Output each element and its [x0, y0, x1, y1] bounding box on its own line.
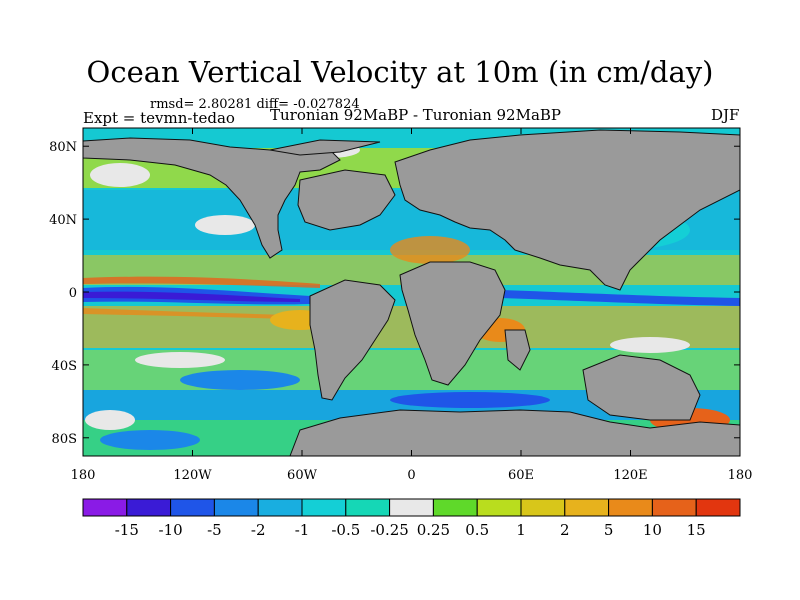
- colorbar-label: 5: [604, 521, 614, 539]
- colorbar-box: [520, 498, 566, 517]
- colorbar-box: [432, 498, 478, 517]
- colorbar-box: [345, 498, 391, 517]
- south-america-land: [309, 279, 396, 401]
- x-tick-label: 120E: [613, 468, 647, 483]
- map-field: [83, 128, 740, 456]
- colorbar-box: [257, 498, 303, 517]
- arctic-land: [269, 139, 381, 156]
- colorbar-label: 0.5: [465, 521, 489, 539]
- season-label: DJF: [711, 106, 740, 124]
- colorbar-box: [476, 498, 522, 517]
- colorbar: -15 -10 -5 -2 -1 -0.5 -0.25 0.25 0.5 1 2 5 10 15: [82, 498, 741, 539]
- field-patch: [90, 163, 150, 187]
- field-patch: [390, 236, 470, 264]
- colorbar-label: 10: [643, 521, 662, 539]
- africa-land: [399, 261, 506, 386]
- eurasia-land: [394, 129, 740, 291]
- stats-label: rmsd= 2.80281 diff= -0.027824: [150, 97, 360, 112]
- y-axis: 80N 40N 0 40S 80S: [49, 140, 740, 447]
- colorbar-box: [608, 498, 653, 517]
- colorbar-box: [695, 498, 741, 517]
- colorbar-box: [389, 498, 434, 517]
- colorbar-label: -0.25: [370, 521, 408, 539]
- equatorial-band: [500, 290, 740, 306]
- equatorial-band: [83, 291, 300, 302]
- x-tick-label: 60E: [508, 468, 534, 483]
- colorbar-label: 15: [687, 521, 706, 539]
- experiment-label: Expt = tevmn-tedao: [83, 109, 235, 127]
- y-tick-label: 80S: [52, 432, 77, 447]
- field-patch: [85, 410, 135, 430]
- case-label: Turonian 92MaBP - Turonian 92MaBP: [270, 106, 562, 124]
- colorbar-label: -1: [295, 521, 310, 539]
- australia-land: [582, 354, 701, 421]
- colorbar-box: [301, 498, 347, 517]
- field-patch: [390, 392, 550, 408]
- colorbar-box: [651, 498, 697, 517]
- equatorial-band: [83, 308, 320, 320]
- colorbar-box: [564, 498, 610, 517]
- colorbar-box: [213, 498, 259, 517]
- y-tick-label: 40S: [52, 359, 77, 374]
- colorbar-label: -5: [207, 521, 222, 539]
- x-tick-label: 180: [728, 468, 753, 483]
- y-tick-label: 0: [69, 286, 77, 301]
- colorbar-label: 0.25: [417, 521, 450, 539]
- india-land: [504, 329, 531, 371]
- colorbar-label: -10: [159, 521, 183, 539]
- colorbar-label: 1: [516, 521, 526, 539]
- colorbar-box: [170, 498, 215, 517]
- y-tick-label: 40N: [49, 213, 77, 228]
- field-patch: [100, 430, 200, 450]
- x-axis: 180 120W 60W 0 60E 120E 180: [71, 128, 753, 483]
- colorbar-label: 2: [560, 521, 570, 539]
- y-tick-label: 80N: [49, 140, 77, 155]
- field-patch: [135, 352, 225, 368]
- chart-title: Ocean Vertical Velocity at 10m (in cm/da…: [86, 55, 714, 89]
- colorbar-label: -0.5: [331, 521, 360, 539]
- x-tick-label: 0: [407, 468, 415, 483]
- colorbar-label: -2: [251, 521, 266, 539]
- colorbar-box: [126, 498, 172, 517]
- colorbar-label: -15: [115, 521, 139, 539]
- x-tick-label: 120W: [173, 468, 212, 483]
- x-tick-label: 180: [71, 468, 96, 483]
- x-tick-label: 60W: [287, 468, 318, 483]
- field-patch: [180, 370, 300, 390]
- antarctica-land: [289, 409, 740, 456]
- north-atlantic-land: [297, 169, 396, 231]
- equatorial-band: [83, 276, 320, 288]
- land-masses: [83, 129, 740, 456]
- field-patch: [610, 337, 690, 353]
- field-patch: [195, 215, 255, 235]
- colorbar-box: [82, 498, 128, 517]
